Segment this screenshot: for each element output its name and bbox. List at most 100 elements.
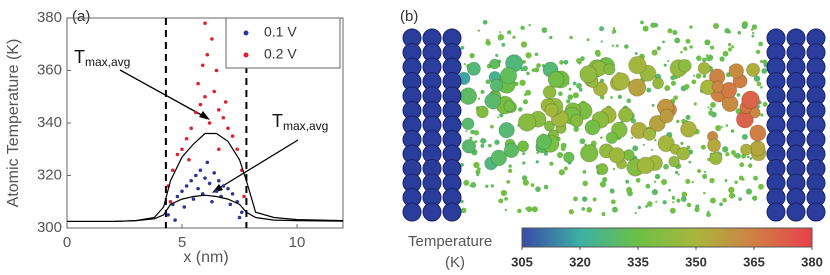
atom [460,199,464,204]
data-point [235,147,239,152]
atom [693,74,696,77]
atom [534,52,539,57]
y-tick-label: 380 [37,9,62,26]
atom [630,118,636,124]
atom [628,55,647,75]
annotation-arrow [119,69,208,119]
data-point [223,100,228,104]
atom [528,23,531,27]
atom [612,31,615,35]
substrate-atom [786,202,806,222]
atom [519,79,526,86]
atom [586,38,590,42]
atom [579,138,586,145]
data-point [184,184,189,188]
data-point [214,68,219,73]
atom [632,145,639,152]
atom [520,41,528,48]
atom [581,196,588,202]
data-point [171,168,175,173]
atom [599,78,604,83]
atom [615,44,619,48]
atom [461,117,475,131]
atom [751,195,758,201]
atom [567,94,574,100]
atom [656,46,661,51]
atom [473,129,480,136]
atom [745,62,761,78]
atom [522,179,529,186]
atom [668,155,680,168]
atom [741,133,748,140]
atom [611,44,614,47]
atom [497,116,500,119]
atom [626,98,632,104]
colorbar-title: Temperature [408,233,492,250]
atom [592,197,597,202]
atom [582,180,588,187]
atom [568,209,574,215]
atom [720,125,723,128]
atom [572,81,577,86]
atom [566,99,571,104]
atom [706,212,711,218]
atom [733,153,737,158]
data-point [203,21,207,26]
atom [498,121,515,139]
atom [749,140,766,157]
atom [736,93,741,97]
atom [536,151,540,154]
atom [709,107,713,111]
atom [674,170,679,175]
atom [697,169,702,173]
atom [676,198,681,203]
data-point [230,192,235,196]
data-point [198,102,203,107]
atom [499,31,502,34]
atom [654,173,661,180]
atom [634,211,637,215]
atom [612,27,616,30]
data-point [184,136,189,141]
atom [695,73,702,79]
atom [535,133,552,151]
atom-rendering [402,19,826,222]
atom [530,183,535,188]
panel-label: (a) [72,8,90,25]
atom [611,72,631,91]
atom [497,34,505,41]
substrate-atom [766,202,786,222]
arrowhead [199,111,210,120]
legend-marker [243,30,249,36]
data-point [189,178,193,183]
atom [706,55,713,62]
colorbar [521,227,813,248]
atom [660,179,667,186]
colorbar-tick-label: 335 [627,254,649,269]
substrate-atom [442,202,462,222]
annotation-text: T [74,47,85,67]
atom [732,193,736,198]
data-point [221,115,226,120]
atom [600,95,605,100]
data-point [191,197,196,201]
atom [645,183,651,189]
data-point [203,94,207,99]
atom [637,205,642,210]
atom [579,143,599,163]
atom [691,79,697,85]
atom [685,114,691,120]
atom [669,207,676,214]
atom [749,124,767,142]
atom [470,182,477,188]
atom [651,189,658,196]
atom [689,45,693,49]
atom [625,179,630,184]
atom [474,140,478,144]
atom [499,66,518,85]
atom [676,146,691,161]
data-point [187,157,191,162]
data-point [207,181,212,186]
atom [722,197,727,203]
atom [573,196,578,202]
